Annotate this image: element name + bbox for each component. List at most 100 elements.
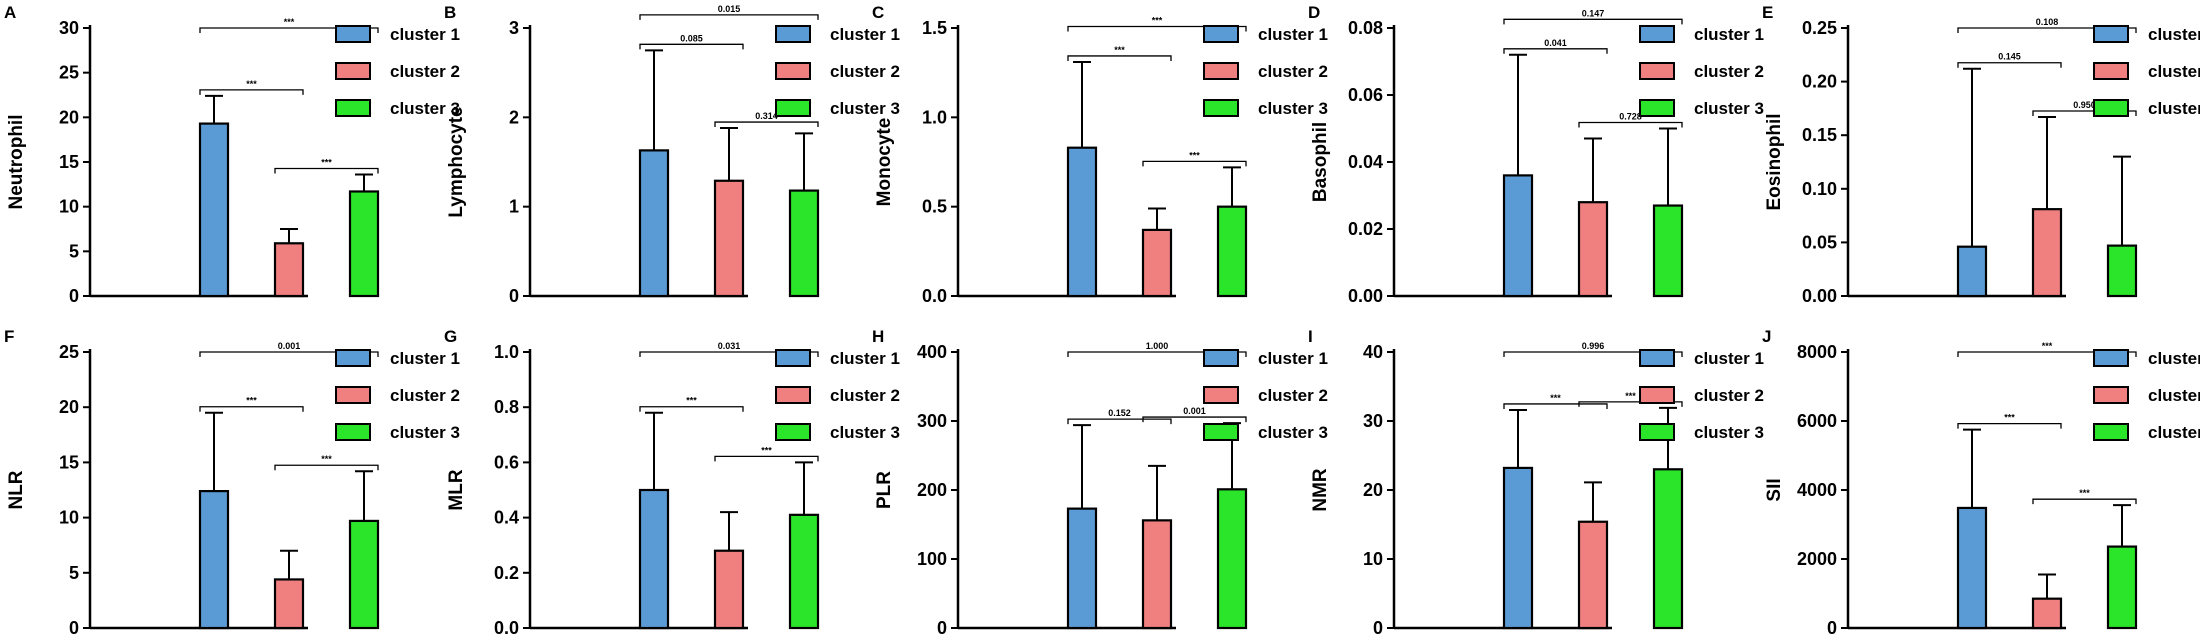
y-tick-label: 0.4 <box>494 508 519 528</box>
y-tick-label: 1 <box>509 197 519 217</box>
bar-cluster-2 <box>1141 519 1173 630</box>
p-value-label: 1.000 <box>1146 341 1169 351</box>
legend-label: cluster 1 <box>1694 349 1764 368</box>
y-tick-label: 15 <box>59 452 79 472</box>
y-tick-label: 0.20 <box>1802 72 1837 92</box>
bar-cluster-1 <box>1956 506 1988 630</box>
y-tick-label: 2 <box>509 107 519 127</box>
legend-label: cluster 3 <box>1694 423 1764 442</box>
panel-letter: H <box>872 327 884 346</box>
significance-bracket <box>1142 160 1247 167</box>
bar-cluster-2 <box>2031 208 2063 298</box>
y-tick-label: 40 <box>1363 342 1383 362</box>
panel-a: A Neutrophil 0 5 10 15 20 25 30 *** *** *** cluster … <box>4 3 460 306</box>
legend-swatch <box>2093 349 2129 367</box>
p-value-label: 0.085 <box>680 33 703 43</box>
legend-label: cluster 2 <box>390 62 460 81</box>
p-value-label: *** <box>2079 488 2090 498</box>
legend-swatch <box>335 386 371 404</box>
panel-letter: G <box>444 327 457 346</box>
significance-bracket <box>1067 25 1247 32</box>
bar-cluster-2 <box>1577 201 1609 298</box>
legend-label: cluster 1 <box>830 349 900 368</box>
significance-bracket <box>714 121 819 128</box>
p-value-label: 0.152 <box>1108 408 1131 418</box>
y-tick-label: 0 <box>1827 618 1837 638</box>
significance-bracket <box>1067 55 1172 61</box>
bar-cluster-1 <box>1066 507 1098 630</box>
bar-cluster-3 <box>348 519 380 630</box>
legend-label: cluster 1 <box>1694 25 1764 44</box>
y-tick-label: 25 <box>59 63 79 83</box>
panel-c: C Monocyte 0.0 0.5 1.0 1.5 *** *** *** cluster 1 c… <box>872 3 1328 306</box>
significance-bracket <box>2032 498 2137 505</box>
legend-swatch <box>1203 349 1239 367</box>
p-value-label: *** <box>686 396 697 406</box>
p-value-label: 0.145 <box>1998 52 2021 62</box>
p-value-label: *** <box>1550 393 1561 403</box>
significance-bracket <box>1503 18 1683 25</box>
legend-swatch <box>1203 99 1239 117</box>
y-tick-label: 30 <box>1363 411 1383 431</box>
legend-label: cluster 1 <box>2148 349 2200 368</box>
p-value-label: 0.015 <box>718 4 741 14</box>
legend-label: cluster 2 <box>1694 62 1764 81</box>
panel-d: D Basophil 0.00 0.02 0.04 0.06 0.08 0.041 0.147 0… <box>1308 3 1764 306</box>
bar-cluster-3 <box>1652 204 1684 298</box>
y-tick-label: 30 <box>59 18 79 38</box>
legend-swatch <box>775 62 811 80</box>
y-tick-label: 200 <box>917 480 947 500</box>
y-tick-label: 0.02 <box>1348 219 1383 239</box>
y-tick-label: 8000 <box>1797 342 1837 362</box>
p-value-label: *** <box>1625 391 1636 401</box>
p-value-label: 0.728 <box>1619 112 1642 122</box>
significance-bracket <box>714 455 819 462</box>
legend-swatch <box>1203 62 1239 80</box>
significance-bracket <box>1578 121 1683 128</box>
y-tick-label: 0.0 <box>922 286 947 306</box>
y-tick-label: 0.05 <box>1802 232 1837 252</box>
y-tick-label: 0.5 <box>922 197 947 217</box>
significance-bracket <box>1503 403 1608 409</box>
y-tick-label: 1.0 <box>494 342 519 362</box>
legend-label: cluster 1 <box>1258 349 1328 368</box>
y-axis-label: NLR <box>6 470 27 509</box>
legend-swatch <box>1639 99 1675 117</box>
panel-i: I NMR 0 10 20 30 40 *** 0.996 *** cluster 1 cluster… <box>1308 327 1764 638</box>
p-value-label: *** <box>321 158 332 168</box>
p-value-label: *** <box>321 454 332 464</box>
y-tick-label: 0 <box>69 286 79 306</box>
significance-bracket <box>1957 27 2137 33</box>
legend-label: cluster 3 <box>1258 423 1328 442</box>
y-tick-label: 0.15 <box>1802 125 1837 145</box>
legend-swatch <box>2093 386 2129 404</box>
y-tick-label: 0 <box>509 286 519 306</box>
y-tick-label: 6000 <box>1797 411 1837 431</box>
bar-cluster-1 <box>198 122 230 298</box>
y-tick-label: 0.00 <box>1348 286 1383 306</box>
panel-h: H PLR 0 100 200 300 400 0.152 1.000 0.001 cluster … <box>872 327 1328 638</box>
y-tick-label: 0.0 <box>494 618 519 638</box>
bar-cluster-3 <box>2106 244 2138 298</box>
y-tick-label: 5 <box>69 563 79 583</box>
legend-swatch <box>335 25 371 43</box>
p-value-label: *** <box>284 17 295 27</box>
significance-bracket <box>199 351 379 357</box>
legend-label: cluster 3 <box>1258 99 1328 118</box>
y-tick-label: 0.04 <box>1348 152 1383 172</box>
bar-cluster-2 <box>713 179 745 298</box>
legend-swatch <box>1203 25 1239 43</box>
y-tick-label: 1.5 <box>922 18 947 38</box>
y-tick-label: 20 <box>59 397 79 417</box>
p-value-label: *** <box>1152 15 1163 25</box>
p-value-label: 0.108 <box>2036 17 2059 27</box>
panel-letter: J <box>1762 327 1771 346</box>
bar-cluster-1 <box>198 490 230 630</box>
y-tick-label: 3 <box>509 18 519 38</box>
panel-letter: D <box>1308 3 1320 22</box>
y-tick-label: 400 <box>917 342 947 362</box>
legend-label: cluster 1 <box>2148 25 2200 44</box>
p-value-label: 0.996 <box>1582 341 1605 351</box>
significance-bracket <box>1957 422 2062 429</box>
